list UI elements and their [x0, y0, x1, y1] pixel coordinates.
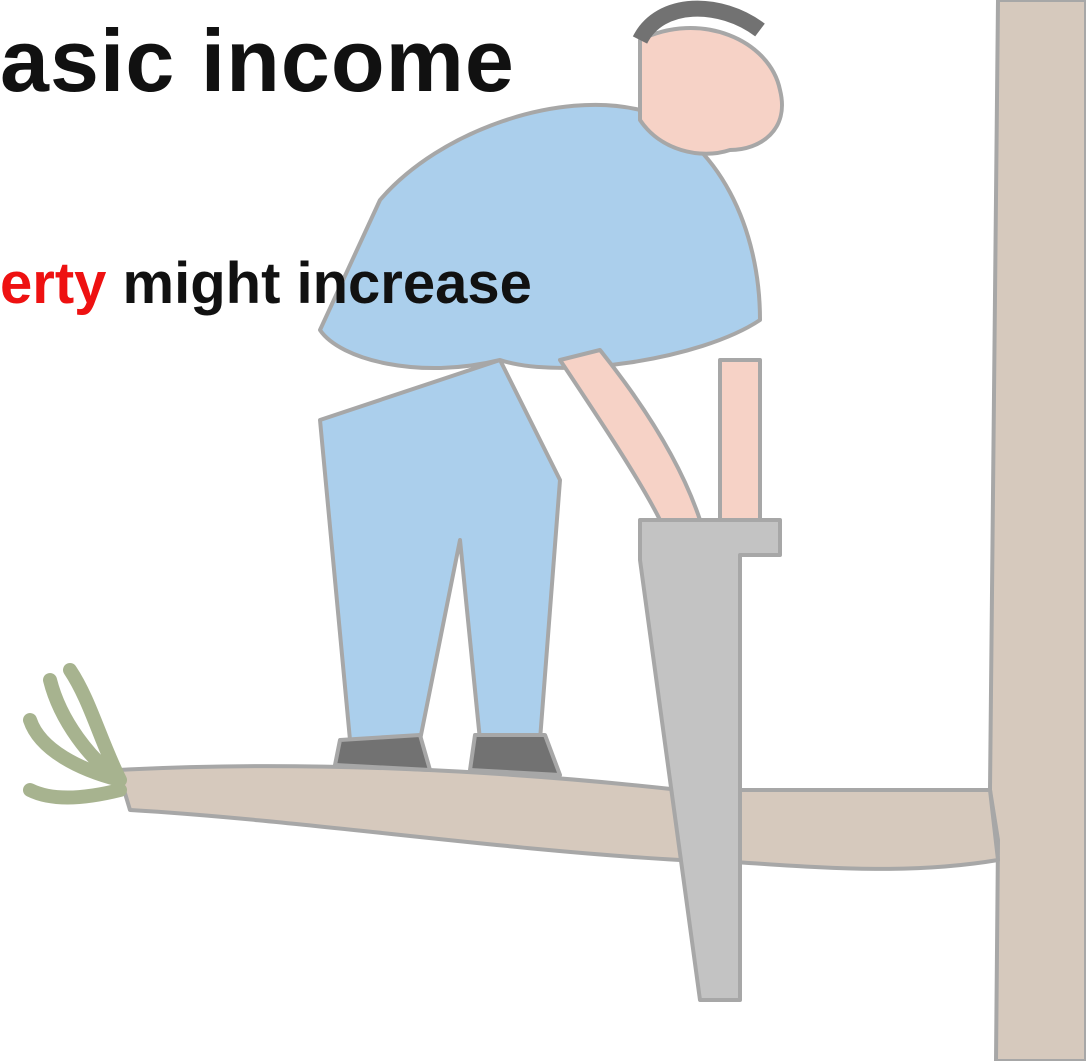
- highlight: erty: [0, 251, 106, 316]
- bullet-rest: might increase: [123, 251, 532, 316]
- bullet-text: erty might increase: [0, 250, 532, 317]
- slide: {"title": "asic income", "line": {"highl…: [0, 0, 1086, 1061]
- illustration: [0, 0, 1086, 1061]
- slide-title: asic income: [0, 10, 515, 112]
